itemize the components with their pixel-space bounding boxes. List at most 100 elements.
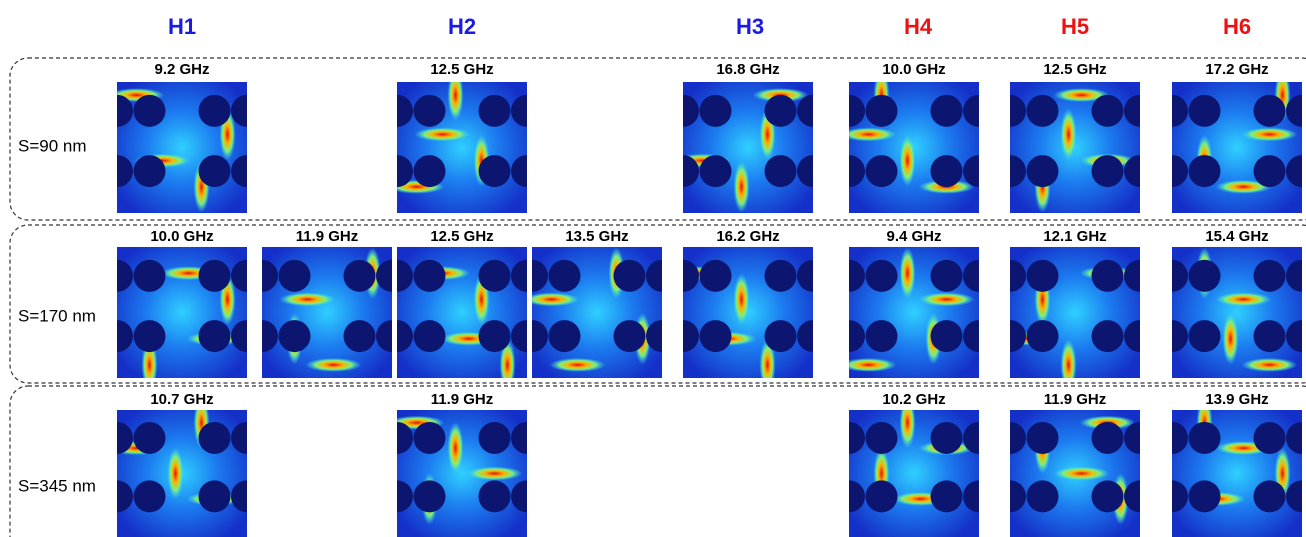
panel-frequency: 10.0 GHz: [882, 61, 945, 78]
hole: [1027, 320, 1059, 352]
row-label: S=90 nm: [18, 136, 87, 155]
hole: [963, 95, 995, 127]
hole: [479, 320, 511, 352]
hole: [549, 320, 581, 352]
field-hotspot: [734, 161, 750, 213]
hole: [994, 480, 1026, 512]
column-header: H5: [1061, 14, 1089, 39]
field-hotspot: [841, 358, 897, 372]
hole: [1027, 422, 1059, 454]
hole: [199, 320, 231, 352]
hole: [994, 155, 1026, 187]
hole: [765, 95, 797, 127]
hole: [1092, 95, 1124, 127]
hole: [931, 155, 963, 187]
hole: [931, 320, 963, 352]
field-map: [1156, 247, 1306, 378]
hole: [646, 260, 678, 292]
hole: [700, 260, 732, 292]
hole: [1092, 480, 1124, 512]
hole: [231, 260, 263, 292]
field-map: [833, 397, 995, 537]
hole: [1254, 480, 1286, 512]
hole: [479, 260, 511, 292]
hole: [1124, 155, 1156, 187]
field-map: [667, 82, 829, 213]
hole: [1156, 95, 1188, 127]
field-hotspot: [734, 273, 750, 325]
hole: [833, 260, 865, 292]
hole: [1189, 480, 1221, 512]
field-map: [1156, 397, 1306, 537]
hole: [667, 95, 699, 127]
field-hotspot: [168, 448, 184, 500]
panel-frequency: 15.4 GHz: [1205, 228, 1268, 245]
hole: [1027, 480, 1059, 512]
hole: [231, 155, 263, 187]
panel-frequency: 11.9 GHz: [296, 228, 359, 245]
field-hotspot: [1054, 467, 1110, 481]
hole: [549, 260, 581, 292]
hole: [833, 422, 865, 454]
panel-frequency: 16.8 GHz: [716, 61, 779, 78]
hole: [1092, 422, 1124, 454]
hole: [700, 155, 732, 187]
column-header: H2: [448, 14, 476, 39]
hole: [1254, 320, 1286, 352]
hole: [963, 320, 995, 352]
hole: [866, 260, 898, 292]
panel-frequency: 13.9 GHz: [1205, 391, 1268, 408]
hole: [866, 480, 898, 512]
row-label: S=345 nm: [18, 476, 96, 495]
hole: [246, 320, 278, 352]
panel-frequency: 12.5 GHz: [430, 61, 493, 78]
hole: [414, 260, 446, 292]
hole: [931, 260, 963, 292]
hole: [279, 260, 311, 292]
hole: [700, 95, 732, 127]
hole: [199, 260, 231, 292]
field-hotspot: [448, 422, 464, 474]
hole: [479, 155, 511, 187]
hole: [963, 155, 995, 187]
field-hotspot: [550, 358, 606, 372]
hole: [199, 422, 231, 454]
field-hotspot: [280, 292, 336, 306]
hole: [1189, 155, 1221, 187]
hole: [866, 95, 898, 127]
hole: [931, 422, 963, 454]
hole: [344, 260, 376, 292]
hole: [479, 480, 511, 512]
hole: [866, 155, 898, 187]
hole: [833, 155, 865, 187]
hole: [1092, 155, 1124, 187]
hole: [614, 260, 646, 292]
hole: [1156, 320, 1188, 352]
hole: [231, 95, 263, 127]
hole: [833, 95, 865, 127]
hole: [866, 422, 898, 454]
panel-frequency: 10.7 GHz: [150, 391, 213, 408]
panel-frequency: 12.5 GHz: [1043, 61, 1106, 78]
field-map: [667, 247, 829, 391]
hole: [1156, 260, 1188, 292]
hole: [1254, 422, 1286, 454]
hole: [134, 480, 166, 512]
hole: [667, 155, 699, 187]
hole: [765, 260, 797, 292]
field-hotspot: [467, 467, 523, 481]
field-map: [833, 69, 995, 213]
hole: [414, 155, 446, 187]
hole: [963, 260, 995, 292]
field-hotspot: [1242, 358, 1298, 372]
field-map: [381, 69, 543, 213]
panel-frequency: 9.2 GHz: [154, 61, 209, 78]
hole: [1254, 155, 1286, 187]
hole: [199, 95, 231, 127]
hole: [1189, 260, 1221, 292]
panel-frequency: 9.4 GHz: [886, 228, 941, 245]
column-header: H6: [1223, 14, 1251, 39]
field-hotspot: [900, 247, 916, 299]
hole: [1189, 422, 1221, 454]
column-header: H3: [736, 14, 764, 39]
